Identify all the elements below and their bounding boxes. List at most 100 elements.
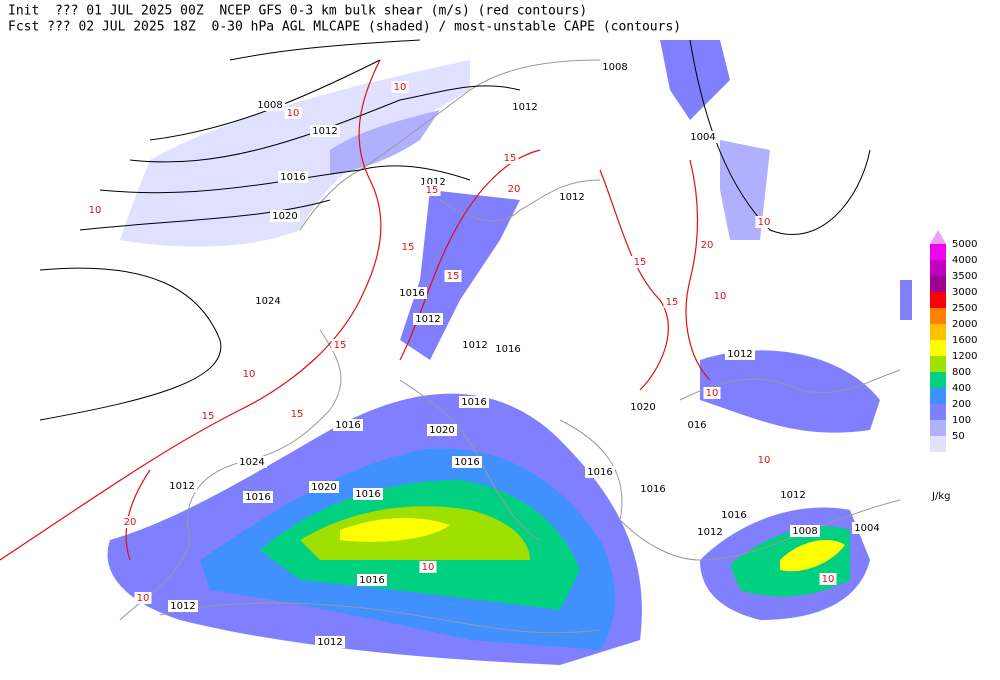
isobar-label: 1016	[587, 467, 612, 478]
colorbar-label: 2500	[952, 303, 977, 314]
isobar-label: 1012	[420, 177, 445, 188]
colorbar-box	[930, 292, 946, 308]
isobar-label-bg	[778, 489, 808, 501]
isobar-label: 1012	[170, 601, 195, 612]
shear-label: 15	[334, 340, 347, 351]
shear-label: 20	[701, 240, 714, 251]
isobar-label-bg	[309, 481, 339, 493]
shear-label-bg	[391, 81, 409, 93]
isobar-label: 1008	[257, 100, 282, 111]
shear-label: 15	[504, 153, 517, 164]
shear-label: 10	[714, 291, 727, 302]
colorbar-label: 5000	[952, 239, 977, 250]
isobar-label: 1004	[854, 523, 879, 534]
colorbar-box	[930, 324, 946, 340]
isobar-label-bg	[255, 99, 285, 111]
isobar-label: 1016	[280, 172, 305, 183]
isobar-label-bg	[253, 295, 283, 307]
isobar-label: 1008	[792, 526, 817, 537]
colorbar-unit: J/kg	[931, 491, 950, 502]
colorbar-box	[930, 356, 946, 372]
isobar-label-bg	[353, 488, 383, 500]
isobar-label-bg	[278, 171, 308, 183]
colorbar-label: 1600	[952, 335, 977, 346]
isobar-label-bg	[413, 313, 443, 325]
shear-label: 15	[447, 271, 460, 282]
isobar-label-bg	[243, 491, 273, 503]
isobar-label-bg	[167, 480, 197, 492]
isobar-label: 1012	[169, 481, 194, 492]
isobar-label-bg	[427, 424, 457, 436]
colorbar-box	[930, 436, 946, 452]
shear-label-bg	[284, 107, 302, 119]
isobar-label: 1016	[640, 484, 665, 495]
isobar-label-bg	[397, 287, 427, 299]
isobar-label: 1012	[780, 490, 805, 501]
isobar-label-bg	[585, 466, 615, 478]
shear-label-bg	[505, 183, 523, 195]
shear-label-bg	[86, 204, 104, 216]
isobar-label-bg	[237, 456, 267, 468]
shear-label: 10	[137, 593, 150, 604]
isobar-label: 1016	[454, 457, 479, 468]
shear-label-bg	[703, 387, 721, 399]
isobar-label-bg	[270, 210, 300, 222]
shear-label-bg	[419, 561, 437, 573]
isobar-label-bg	[168, 600, 198, 612]
shear-label-bg	[399, 241, 417, 253]
colorbar-box	[930, 340, 946, 356]
colorbar: 5000 4000 3500 3000 2500 2000 1600 1200 800 400 20…	[930, 230, 977, 502]
shear-label-bg	[819, 573, 837, 585]
isobar-label: 1016	[399, 288, 424, 299]
colorbar-box	[930, 276, 946, 292]
isobar-label-bg	[315, 636, 345, 648]
isobar-label-bg	[310, 125, 340, 137]
isobar-label-bg	[452, 456, 482, 468]
shear-label-bg	[755, 216, 773, 228]
shear-label-bg	[121, 516, 139, 528]
isobar-label: 1024	[255, 296, 280, 307]
shear-label-bg	[423, 184, 441, 196]
isobar-label: 1020	[272, 211, 297, 222]
colorbar-label: 50	[952, 431, 965, 442]
shear-label-bg	[755, 454, 773, 466]
colorbar-label: 1200	[952, 351, 977, 362]
isobar-label-bg	[790, 525, 820, 537]
isobar-label: 1016	[355, 489, 380, 500]
shear-label-bg	[501, 152, 519, 164]
shear-label: 10	[394, 82, 407, 93]
shear-label-bg	[663, 296, 681, 308]
header-line-1: Init ??? 01 JUL 2025 00Z NCEP GFS 0-3 km…	[8, 4, 587, 19]
shear-label-bg	[444, 270, 462, 282]
colorbar-label: 100	[952, 415, 971, 426]
isobar-label-bg	[333, 419, 363, 431]
colorbar-box	[930, 260, 946, 276]
colorbar-label: 800	[952, 367, 971, 378]
isobar-label: 1016	[461, 397, 486, 408]
isobar-label: 1016	[359, 575, 384, 586]
shear-label: 20	[508, 184, 521, 195]
isobar-label-bg	[688, 131, 718, 143]
isobar-label: 1020	[311, 482, 336, 493]
isobar-label: 1012	[727, 349, 752, 360]
isobar-label: 1020	[429, 425, 454, 436]
isobar-label-bg	[725, 348, 755, 360]
colorbar-box	[930, 308, 946, 324]
isobar-label-bg	[685, 419, 709, 431]
shear-label-bg	[631, 256, 649, 268]
shear-label: 10	[758, 455, 771, 466]
colorbar-box	[930, 388, 946, 404]
shear-label: 15	[426, 185, 439, 196]
shear-label-bg	[240, 368, 258, 380]
isobar-label-bg	[695, 526, 725, 538]
isobar-label-bg	[357, 574, 387, 586]
isobars	[39, 39, 871, 421]
isobar-label: 1016	[721, 510, 746, 521]
shear-label: 15	[402, 242, 415, 253]
isobar-label: 1024	[239, 457, 264, 468]
colorbar-label: 2000	[952, 319, 977, 330]
colorbar-box	[930, 244, 946, 260]
